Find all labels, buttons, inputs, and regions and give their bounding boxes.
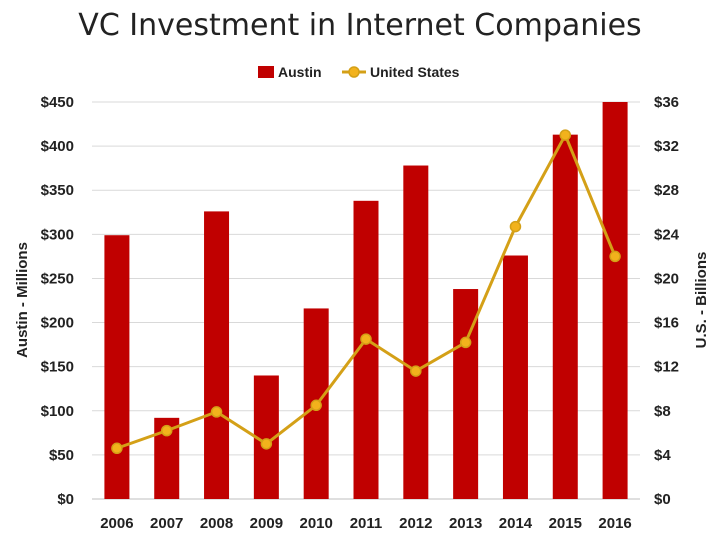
x-tick-label: 2010 [299, 515, 332, 532]
right-tick-label: $12 [654, 359, 679, 376]
chart-title: VC Investment in Internet Companies [78, 8, 641, 43]
bar-austin-2012 [403, 165, 429, 499]
left-tick-label: $200 [41, 315, 74, 332]
bar-austin-2014 [502, 255, 528, 499]
left-tick-label: $250 [41, 270, 74, 287]
point-united-states-2012 [410, 365, 422, 377]
x-tick-label: 2006 [100, 515, 133, 532]
right-tick-label: $8 [654, 403, 671, 420]
point-united-states-2013 [459, 336, 472, 349]
right-axis-title: U.S. - Billions [693, 252, 710, 349]
right-tick-label: $4 [654, 447, 671, 464]
x-tick-label: 2013 [449, 515, 482, 532]
x-axis-ticks: 2006 2007 2008 2009 2010 2011 2012 2013 2014 2015… [100, 515, 632, 532]
right-tick-label: $36 [654, 94, 679, 111]
point-united-states-2011 [360, 333, 372, 345]
x-tick-label: 2016 [598, 515, 631, 532]
x-tick-label: 2014 [499, 515, 533, 532]
x-tick-label: 2011 [350, 515, 383, 532]
point-united-states-2006 [111, 442, 123, 455]
left-tick-label: $350 [41, 182, 74, 199]
point-united-states-2009 [260, 438, 273, 450]
line-series-united-states [111, 129, 621, 455]
right-tick-label: $0 [654, 491, 671, 508]
right-tick-label: $32 [654, 138, 679, 155]
point-united-states-2008 [210, 406, 223, 418]
x-tick-label: 2012 [399, 515, 432, 532]
legend-label-austin: Austin [278, 64, 322, 80]
x-tick-label: 2015 [549, 515, 582, 532]
left-tick-label: $50 [49, 447, 74, 464]
right-axis-ticks: $0 $4 $8 $12 $16 $20 $24 $28 $32 $36 [654, 94, 680, 508]
point-united-states-2016 [609, 250, 621, 263]
left-tick-label: $100 [41, 403, 74, 420]
left-tick-label: $450 [41, 94, 74, 111]
bar-austin-2015 [552, 134, 578, 500]
bar-austin-2006 [104, 235, 130, 499]
bar-austin-2008 [204, 211, 230, 499]
point-united-states-2014 [509, 220, 522, 233]
left-tick-label: $0 [57, 491, 74, 508]
right-tick-label: $20 [654, 270, 679, 287]
x-tick-label: 2008 [200, 515, 233, 532]
point-united-states-2010 [310, 399, 322, 412]
left-axis-ticks: $0 $50 $100 $150 $200 $250 $300 $350 $400 $450 [41, 94, 74, 508]
bar-austin-2016 [602, 102, 628, 499]
legend: Austin United States [258, 64, 460, 80]
legend-label-united-states: United States [370, 64, 460, 80]
x-tick-label: 2007 [150, 515, 183, 532]
x-tick-label: 2009 [250, 515, 283, 532]
left-axis-title: Austin - Millions [14, 242, 31, 358]
right-tick-label: $24 [654, 226, 680, 243]
left-tick-label: $400 [41, 138, 74, 155]
point-united-states-2015 [559, 129, 572, 141]
point-united-states-2007 [160, 424, 173, 437]
bar-series-austin [104, 102, 628, 500]
left-tick-label: $300 [41, 226, 74, 243]
right-tick-label: $28 [654, 182, 679, 199]
left-tick-label: $150 [41, 359, 74, 376]
legend-swatch-marker-united-states [348, 66, 360, 78]
legend-swatch-austin [258, 66, 274, 78]
right-tick-label: $16 [654, 315, 679, 332]
